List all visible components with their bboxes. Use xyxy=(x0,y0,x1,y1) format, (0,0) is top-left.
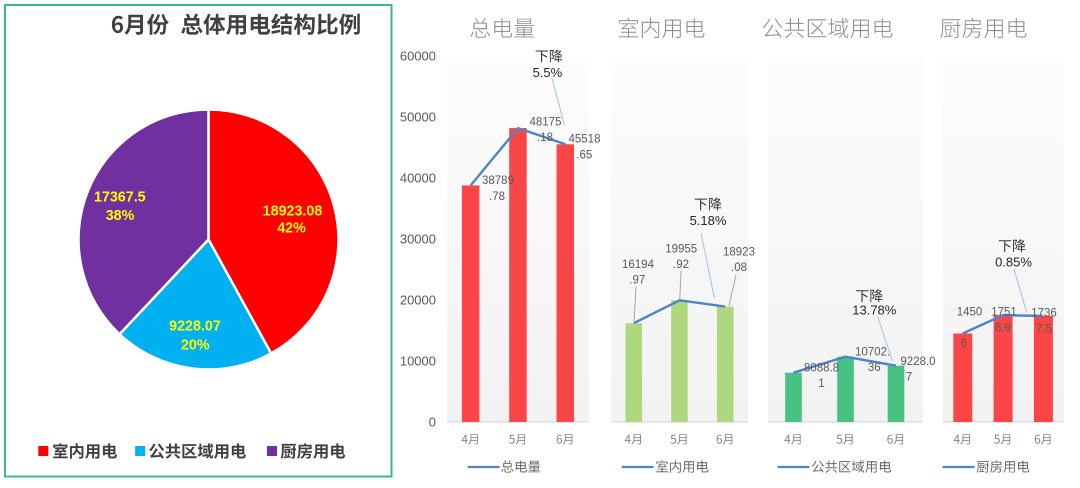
svg-text:8088.8: 8088.8 xyxy=(804,363,839,375)
svg-text:6.9: 6.9 xyxy=(995,323,1011,335)
svg-text:5.18%: 5.18% xyxy=(690,213,727,228)
svg-text:9228.07: 9228.07 xyxy=(169,319,221,335)
svg-text:7.5: 7.5 xyxy=(1036,324,1052,336)
svg-text:1450: 1450 xyxy=(957,307,983,319)
svg-text:19955: 19955 xyxy=(665,243,697,255)
svg-text:10000: 10000 xyxy=(400,354,436,369)
svg-text:.65: .65 xyxy=(576,150,592,162)
svg-text:30000: 30000 xyxy=(400,232,436,247)
svg-text:20%: 20% xyxy=(181,338,210,354)
svg-text:40000: 40000 xyxy=(400,171,436,186)
svg-text:.08: .08 xyxy=(731,262,747,274)
svg-text:0: 0 xyxy=(429,415,436,430)
svg-text:6: 6 xyxy=(961,338,967,350)
svg-text:13.78%: 13.78% xyxy=(852,302,897,317)
svg-text:60000: 60000 xyxy=(400,49,436,64)
svg-text:42%: 42% xyxy=(277,220,306,236)
svg-text:.78: .78 xyxy=(489,191,505,203)
svg-text:.18: .18 xyxy=(537,132,553,144)
svg-text:1736: 1736 xyxy=(1031,308,1057,320)
svg-text:5.5%: 5.5% xyxy=(533,65,563,80)
svg-text:16194: 16194 xyxy=(622,259,655,271)
svg-text:45518: 45518 xyxy=(569,134,601,146)
svg-text:1: 1 xyxy=(818,378,824,390)
svg-text:38789: 38789 xyxy=(482,175,514,187)
svg-text:0.85%: 0.85% xyxy=(995,255,1032,270)
svg-text:48175: 48175 xyxy=(530,117,562,129)
svg-text:38%: 38% xyxy=(106,208,135,224)
svg-text:.92: .92 xyxy=(673,259,689,271)
svg-text:7: 7 xyxy=(906,372,912,384)
svg-text:18923: 18923 xyxy=(723,247,755,259)
svg-text:20000: 20000 xyxy=(400,293,436,308)
svg-text:18923.08: 18923.08 xyxy=(263,203,323,219)
svg-text:36: 36 xyxy=(868,362,881,374)
svg-text:.97: .97 xyxy=(629,275,645,287)
svg-text:17367.5: 17367.5 xyxy=(94,189,146,205)
svg-text:1751: 1751 xyxy=(991,307,1017,319)
svg-text:9228.0: 9228.0 xyxy=(900,356,935,368)
svg-text:10702.: 10702. xyxy=(855,346,890,358)
svg-text:50000: 50000 xyxy=(400,110,436,125)
